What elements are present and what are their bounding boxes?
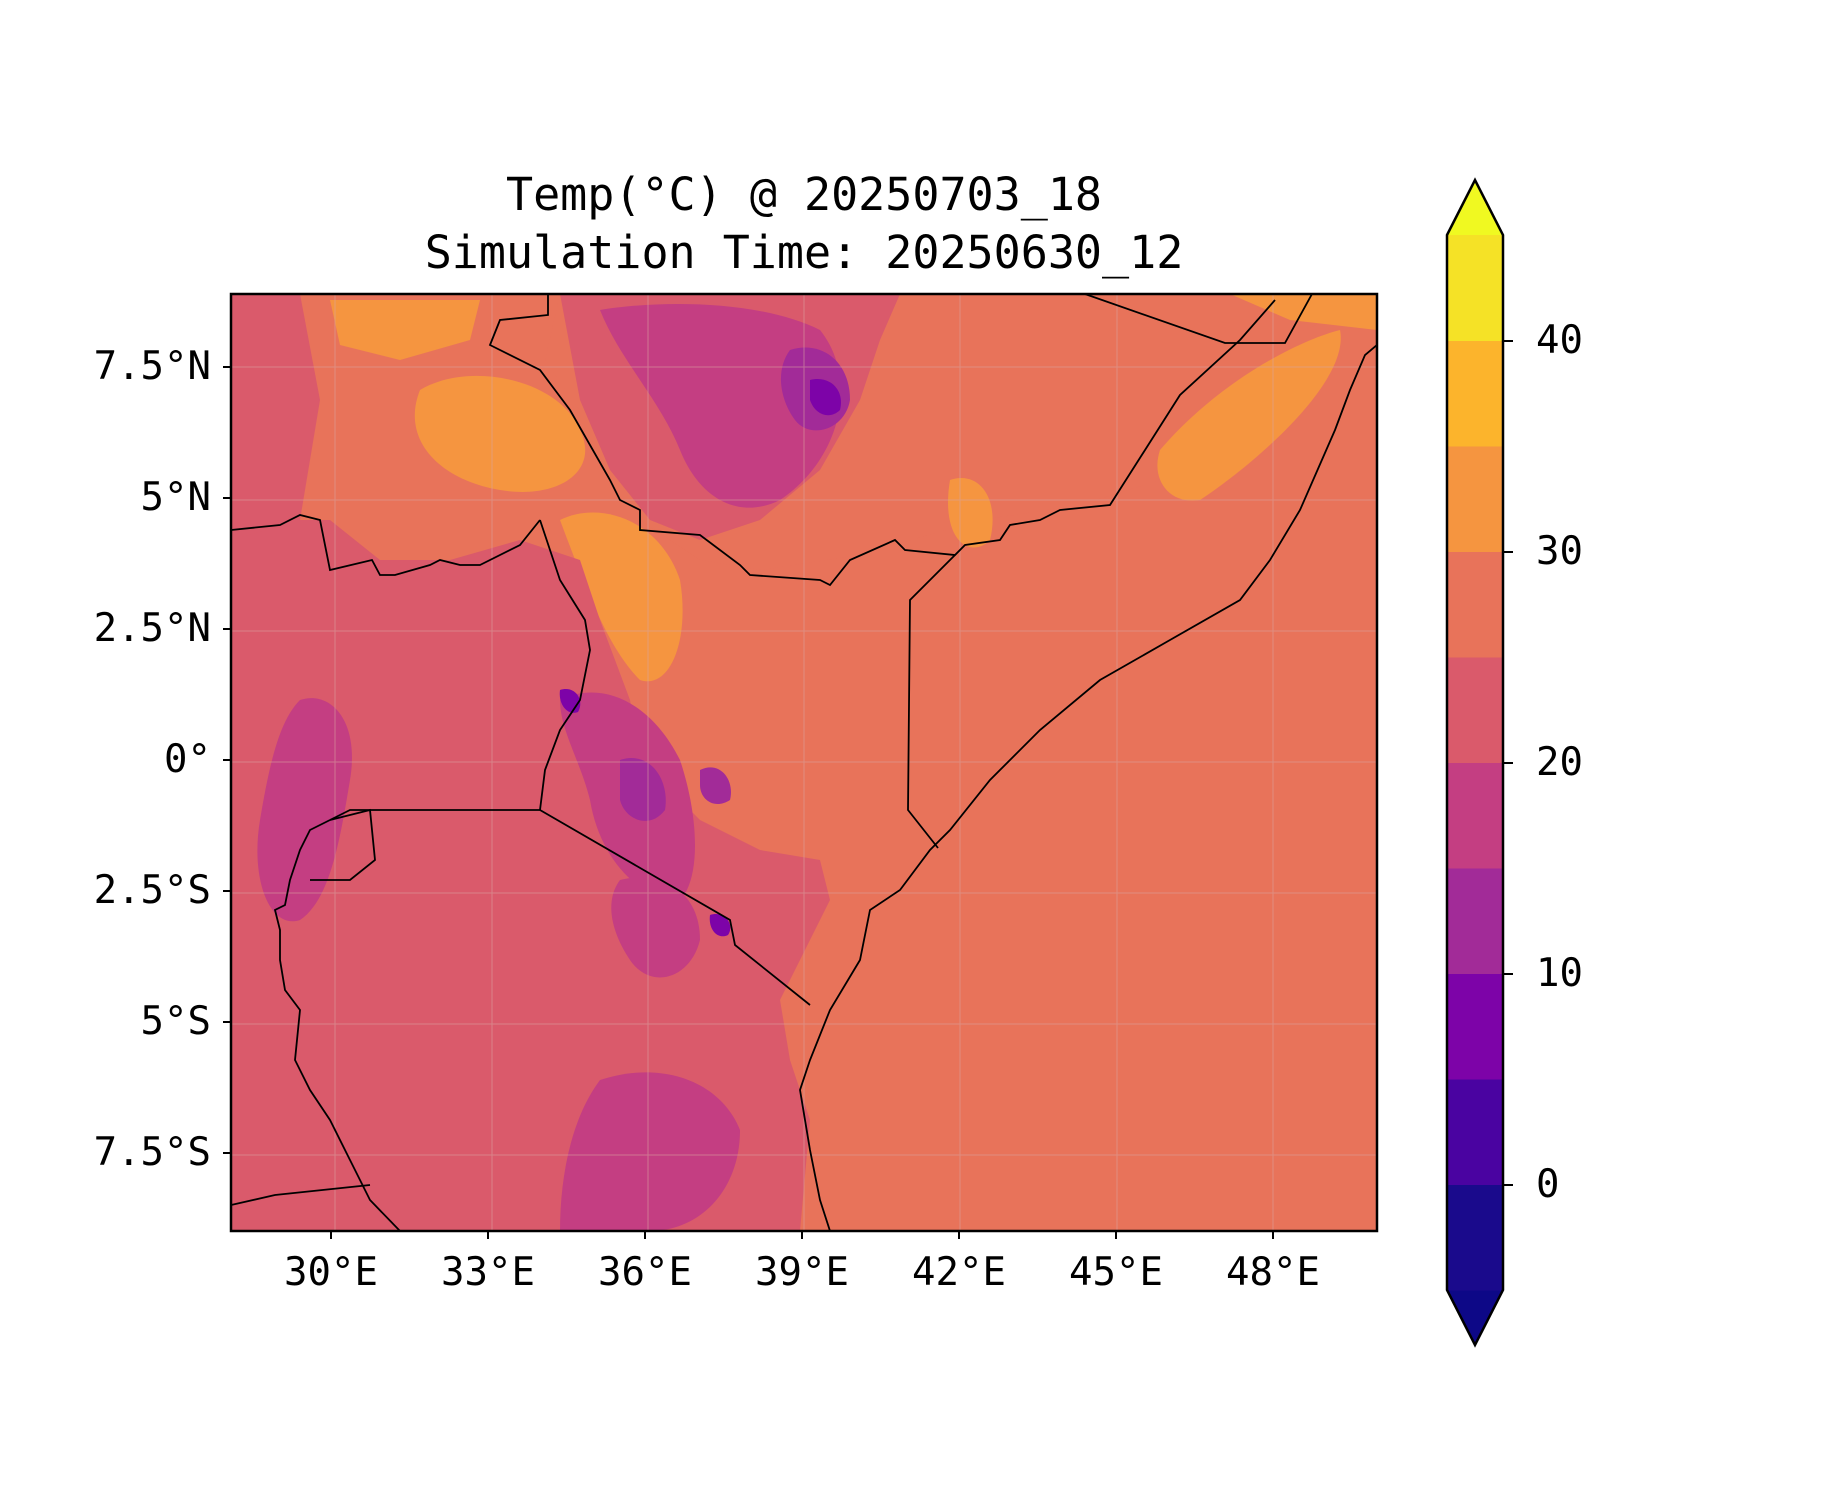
lon-tick-label: 36°E bbox=[598, 1250, 692, 1295]
south-sudan-border bbox=[231, 514, 541, 576]
lon-tick-label: 45°E bbox=[1069, 1250, 1163, 1295]
colorbar bbox=[1445, 177, 1513, 1348]
cool-core-rift bbox=[257, 698, 352, 922]
cool-core-tanzania-south bbox=[560, 1072, 740, 1231]
lat-tick-label: 2.5°N bbox=[93, 606, 211, 651]
coastline bbox=[799, 344, 1377, 1231]
highland-cool-region bbox=[231, 520, 830, 1231]
colorbar-label: 40 bbox=[1536, 318, 1583, 363]
lat-tick-label: 2.5°S bbox=[93, 868, 211, 913]
lon-tick-label: 30°E bbox=[284, 1250, 378, 1295]
hot-patch-turkana bbox=[560, 512, 683, 682]
colorbar-band bbox=[1447, 446, 1503, 552]
colorbar-band bbox=[1447, 1079, 1503, 1185]
lon-tick-label: 48°E bbox=[1226, 1250, 1320, 1295]
lon-tick-label: 39°E bbox=[755, 1250, 849, 1295]
cold-core-kilimanjaro bbox=[709, 914, 731, 937]
colorbar-band bbox=[1447, 657, 1503, 763]
west-highland-region bbox=[231, 294, 320, 540]
rwanda-burundi-border bbox=[310, 808, 376, 881]
chart-title-line1: Temp(°C) @ 20250703_18 bbox=[505, 168, 1103, 221]
lat-tick-label: 0° bbox=[164, 737, 211, 782]
somalia-north-border bbox=[1084, 294, 1313, 344]
lon-tick-label: 33°E bbox=[441, 1250, 535, 1295]
lon-tick-label: 42°E bbox=[912, 1250, 1006, 1295]
lat-tick-label: 5°S bbox=[140, 999, 211, 1044]
kenya-tanzania-border bbox=[539, 809, 811, 1006]
borders-coastlines bbox=[231, 294, 1377, 1231]
colorbar-under-arrow bbox=[1447, 1290, 1503, 1345]
cool-core-kilimanjaro bbox=[611, 877, 700, 978]
cool-core-ethiopia bbox=[600, 304, 841, 508]
lat-tick-label: 7.5°N bbox=[93, 344, 211, 389]
cold-core-kenya-2 bbox=[700, 767, 731, 805]
kenya-somalia-border bbox=[907, 554, 956, 849]
colorbar-label: 0 bbox=[1536, 1162, 1560, 1207]
hot-patch-gulf bbox=[1230, 294, 1377, 330]
lat-tick-label: 5°N bbox=[140, 475, 211, 520]
tanzania-west-border bbox=[273, 819, 401, 1231]
colorbar-outline bbox=[1445, 177, 1505, 1348]
axis-ticks bbox=[223, 366, 1274, 1239]
cold-core-kenya-1 bbox=[620, 758, 666, 821]
colorbar-band bbox=[1447, 340, 1503, 447]
colorbar-band bbox=[1447, 868, 1503, 974]
lat-tick-label: 7.5°S bbox=[93, 1130, 211, 1175]
colorbar-band bbox=[1447, 973, 1503, 1080]
uganda-border bbox=[329, 519, 591, 821]
cold-core-ethiopia-2 bbox=[810, 379, 841, 416]
colorbar-band bbox=[1447, 762, 1503, 869]
hot-patch-ogaden bbox=[948, 478, 993, 548]
hot-patch-north bbox=[330, 300, 480, 360]
hot-patch-somalia-coast bbox=[1157, 330, 1341, 501]
colorbar-band bbox=[1447, 235, 1503, 341]
colorbar-label: 10 bbox=[1536, 951, 1583, 996]
colorbar-band bbox=[1447, 1184, 1503, 1291]
map-frame bbox=[229, 292, 1379, 1233]
ethiopia-border bbox=[488, 294, 1276, 587]
colorbar-over-arrow bbox=[1447, 180, 1503, 235]
south-border bbox=[231, 1184, 371, 1206]
colorbar-bands bbox=[1447, 235, 1503, 1291]
chart-title-line2: Simulation Time: 20250630_12 bbox=[424, 226, 1184, 279]
hot-patch-sudan bbox=[414, 375, 586, 492]
colorbar-label: 20 bbox=[1536, 740, 1583, 785]
colorbar-label: 30 bbox=[1536, 529, 1583, 574]
colorbar-band bbox=[1447, 551, 1503, 658]
